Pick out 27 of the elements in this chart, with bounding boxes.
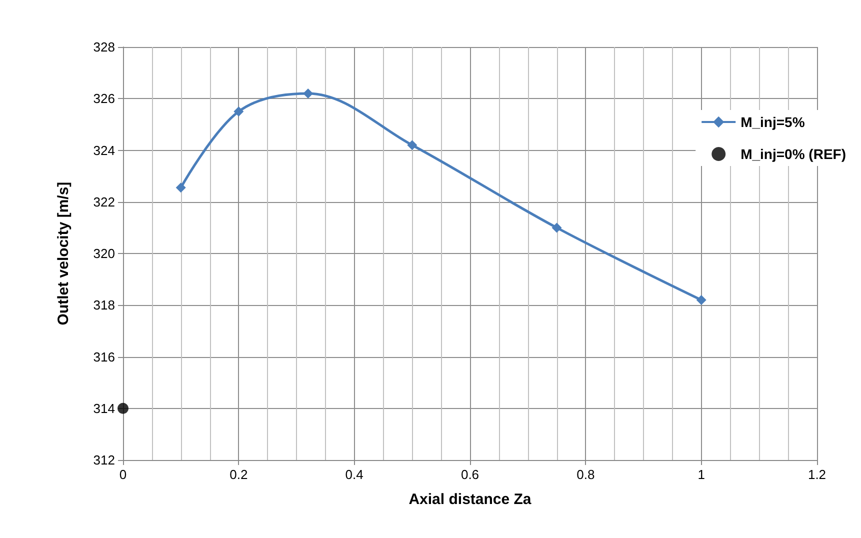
y-tick-label: 320 <box>93 246 115 261</box>
y-tick-label: 324 <box>93 142 115 158</box>
point <box>176 182 186 193</box>
y-tick-label: 314 <box>93 400 115 416</box>
point <box>552 222 562 233</box>
y-tick-label: 326 <box>93 91 115 106</box>
point <box>118 402 128 414</box>
x-tick-label: 1.2 <box>808 467 826 482</box>
point <box>303 88 314 98</box>
x-tick-label: 0.2 <box>230 467 248 482</box>
x-tick-label: 1 <box>698 467 705 482</box>
y-tick-label: 322 <box>93 194 115 210</box>
y-tick-label: 312 <box>93 452 115 468</box>
y-axis-title: Outlet velocity [m/s] <box>55 182 72 326</box>
y-tick-label: 318 <box>93 298 115 313</box>
point <box>407 140 418 150</box>
x-tick-label: 0.8 <box>576 467 595 482</box>
x-tick-label: 0.6 <box>460 467 480 482</box>
y-tick-label: 316 <box>93 349 115 364</box>
point <box>234 106 244 117</box>
x-tick-label: 0 <box>119 467 127 482</box>
legend-label: M_inj=5% <box>740 114 806 130</box>
x-tick-label: 0.4 <box>345 467 364 482</box>
point <box>696 294 706 305</box>
x-axis-title: Axial distance Za <box>408 491 532 508</box>
legend-label: M_inj=0% (REF) <box>740 146 846 162</box>
y-tick-label: 328 <box>93 40 115 54</box>
